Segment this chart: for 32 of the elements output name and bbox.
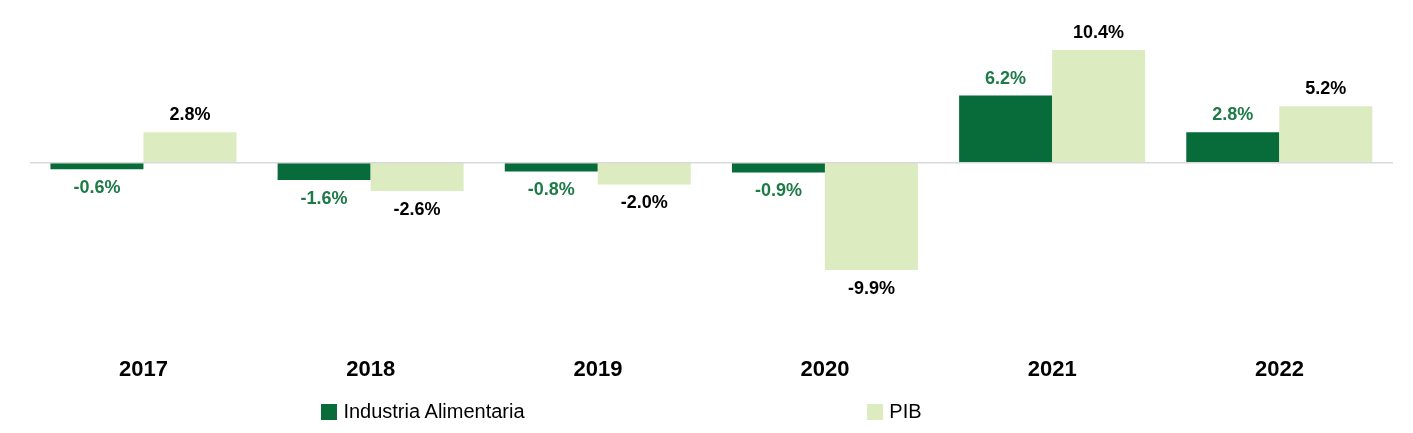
data-label: -2.6% [393,198,441,219]
bar [504,162,598,172]
data-label: 2.8% [1212,104,1254,125]
bar [143,132,237,163]
data-label: -0.6% [73,177,121,198]
legend-label: Industria Alimentaria [343,400,525,423]
data-label: -1.6% [300,188,348,209]
bar [370,162,464,191]
data-label: 5.2% [1305,78,1347,99]
bar [50,162,144,170]
legend-label: PIB [889,400,922,423]
data-label: 6.2% [985,67,1027,88]
bar [1279,106,1373,163]
bar [824,162,918,270]
data-label: -2.0% [620,192,668,213]
x-tick-label: 2020 [800,355,850,381]
data-label: 10.4% [1073,22,1125,42]
bar [597,162,691,185]
data-label: -9.9% [847,278,895,298]
x-tick-label: 2021 [1027,355,1077,381]
x-tick-label: 2019 [573,355,623,381]
x-tick-label: 2018 [346,355,396,381]
data-label: -0.8% [527,179,575,200]
data-label: -0.9% [754,180,802,201]
bar [731,162,825,173]
bar [959,95,1053,163]
data-label: 2.8% [169,104,211,125]
x-tick-label: 2022 [1254,355,1304,381]
bar [1052,50,1146,163]
bar [277,162,371,181]
bar [1186,132,1280,163]
x-tick-label: 2017 [119,355,169,381]
